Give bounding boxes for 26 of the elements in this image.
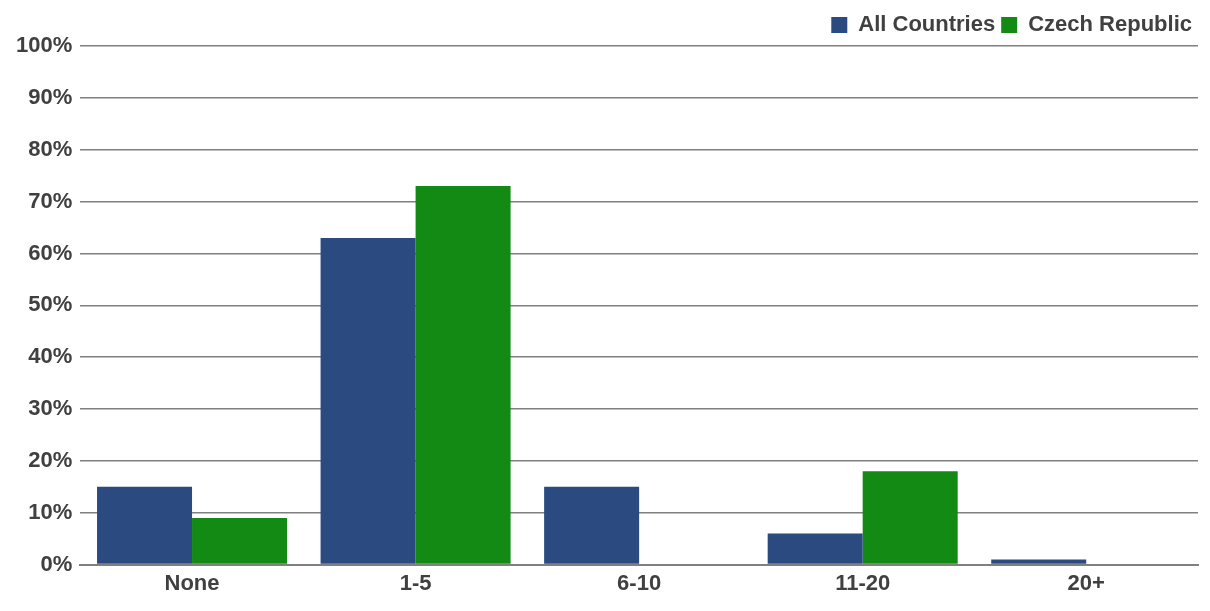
bar bbox=[991, 559, 1087, 564]
x-tick-label: None bbox=[164, 569, 220, 595]
y-tick-label: 80% bbox=[28, 135, 73, 161]
y-tick-label: 90% bbox=[28, 83, 73, 109]
bar bbox=[544, 486, 640, 564]
x-tick-label: 11-20 bbox=[835, 569, 891, 595]
y-tick-label: 20% bbox=[28, 446, 73, 472]
bar bbox=[767, 533, 863, 564]
bar bbox=[862, 471, 958, 564]
bar bbox=[320, 237, 416, 564]
y-tick-label: 60% bbox=[28, 239, 73, 265]
bar bbox=[192, 517, 288, 564]
legend-label: Czech Republic bbox=[1028, 11, 1192, 37]
y-tick-label: 70% bbox=[28, 187, 73, 213]
x-tick-label: 6-10 bbox=[617, 569, 662, 595]
y-tick-label: 100% bbox=[15, 32, 73, 58]
y-tick-label: 50% bbox=[28, 291, 73, 317]
bar bbox=[97, 486, 193, 564]
y-tick-label: 40% bbox=[28, 343, 73, 369]
x-tick-label: 1-5 bbox=[399, 569, 432, 595]
bar bbox=[415, 186, 511, 564]
x-tick-label: 20+ bbox=[1067, 569, 1105, 595]
y-tick-label: 0% bbox=[40, 550, 73, 576]
y-tick-label: 10% bbox=[28, 498, 73, 524]
legend-label: All Countries bbox=[858, 11, 996, 37]
y-tick-label: 30% bbox=[28, 395, 73, 421]
